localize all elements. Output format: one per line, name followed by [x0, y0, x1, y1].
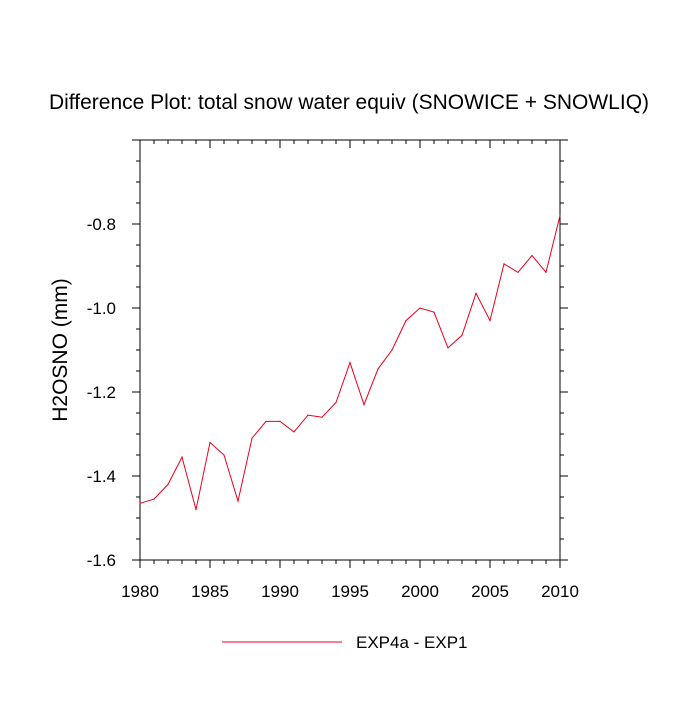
y-tick-label--0.8: -0.8 — [87, 215, 116, 234]
data-point-1981 — [153, 498, 155, 500]
chart-title: Difference Plot: total snow water equiv … — [49, 91, 649, 114]
data-point-1998 — [391, 349, 393, 351]
data-point-1992 — [307, 414, 309, 416]
x-tick-label-2005: 2005 — [471, 582, 509, 601]
data-point-1989 — [265, 420, 267, 422]
data-point-2007 — [517, 271, 519, 273]
data-point-1999 — [405, 320, 407, 322]
y-axis-label: H2OSNO (mm) — [49, 278, 72, 422]
y-axis: -1.6 -1.4 -1.2 -1.0 -0.8 — [87, 139, 568, 570]
data-point-1997 — [377, 368, 379, 370]
data-point-1993 — [321, 416, 323, 418]
data-point-2010 — [559, 215, 561, 217]
data-point-2000 — [419, 307, 421, 309]
data-point-1990 — [279, 420, 281, 422]
data-point-2008 — [531, 254, 533, 257]
x-tick-label-2000: 2000 — [401, 582, 439, 601]
data-point-1980 — [139, 502, 141, 504]
x-tick-label-2010: 2010 — [541, 582, 579, 601]
x-tick-label-1980: 1980 — [121, 582, 159, 601]
y-tick-label--1.4: -1.4 — [87, 467, 116, 486]
data-point-1994 — [335, 401, 337, 404]
y-tick-label--1.0: -1.0 — [87, 299, 116, 318]
data-point-1987 — [237, 500, 239, 502]
data-point-2002 — [447, 347, 449, 349]
x-tick-label-1985: 1985 — [191, 582, 229, 601]
data-point-1991 — [293, 431, 295, 433]
data-point-1983 — [181, 456, 183, 458]
series-group — [139, 215, 561, 511]
data-point-1995 — [349, 362, 351, 364]
legend-label-0: EXP4a - EXP1 — [356, 633, 468, 652]
data-point-1988 — [251, 437, 253, 439]
data-point-1985 — [209, 441, 211, 443]
y-tick-label--1.6: -1.6 — [87, 551, 116, 570]
data-point-1984 — [195, 509, 197, 511]
x-axis: 1980 1985 1990 1995 2000 2005 2010 — [121, 140, 579, 601]
data-point-2003 — [461, 334, 463, 336]
x-tick-label-1995: 1995 — [331, 582, 369, 601]
data-point-2005 — [489, 320, 491, 322]
data-point-1982 — [167, 483, 169, 485]
data-point-2004 — [475, 292, 477, 294]
y-tick-label--1.2: -1.2 — [87, 383, 116, 402]
data-point-2006 — [503, 263, 505, 265]
data-point-2001 — [433, 311, 435, 313]
legend: EXP4a - EXP1 — [222, 633, 468, 652]
data-point-2009 — [545, 271, 547, 273]
x-tick-label-1990: 1990 — [261, 582, 299, 601]
data-point-1996 — [363, 404, 365, 406]
plot-frame — [139, 139, 561, 561]
data-point-1986 — [223, 454, 225, 456]
